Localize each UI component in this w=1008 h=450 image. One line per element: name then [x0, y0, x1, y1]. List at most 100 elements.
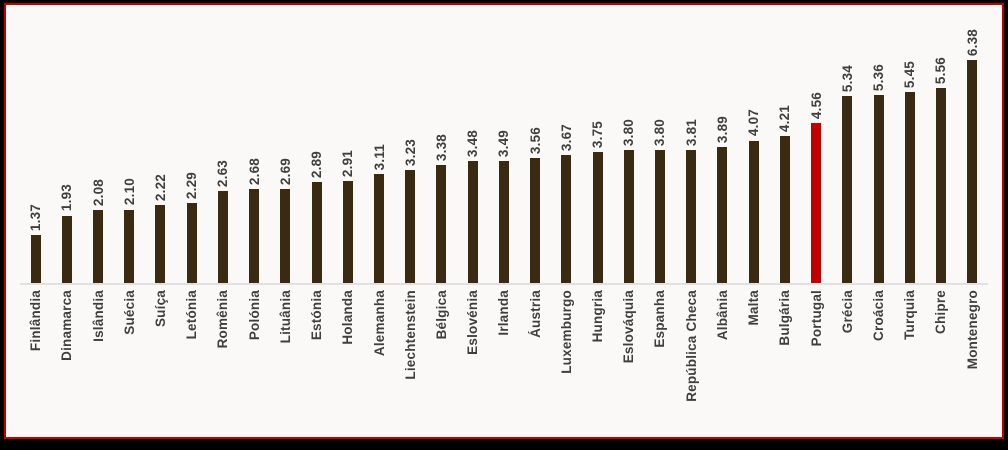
bar-column: 5.56: [925, 5, 956, 283]
category-label: Croácia: [871, 290, 887, 341]
bar: [249, 189, 260, 283]
category-label: Portugal: [808, 290, 824, 347]
plot-area: 1.37 1.93 2.08 2.10 2.22 2.29 2.63 2.68 2.69 2.89…: [20, 5, 988, 285]
bar-column: 3.56: [520, 5, 551, 283]
bar: [717, 146, 728, 283]
bar: [873, 95, 884, 283]
category-label: Letónia: [184, 290, 200, 340]
bar-value-label: 3.80: [621, 118, 637, 146]
bar: [498, 160, 509, 283]
bar-value-label: 3.67: [558, 123, 574, 151]
bar-column: 3.48: [457, 5, 488, 283]
bar-value-label: 2.68: [246, 158, 262, 186]
bar-column: 3.89: [707, 5, 738, 283]
bar-column: 2.69: [270, 5, 301, 283]
category-label: Eslováquia: [621, 290, 637, 364]
bar-value-label: 3.48: [465, 130, 481, 158]
bar-column: 3.38: [426, 5, 457, 283]
bar-column: 3.80: [644, 5, 675, 283]
bar: [467, 161, 478, 283]
bar-value-label: 3.56: [527, 127, 543, 155]
bar-value-label: 3.38: [433, 133, 449, 161]
bar-column: 5.45: [894, 5, 925, 283]
category-label-cell: Finlândia: [20, 285, 51, 437]
bar-column: 2.29: [176, 5, 207, 283]
bar: [61, 215, 72, 283]
category-label: Grécia: [839, 290, 855, 334]
category-label-cell: Eslovénia: [457, 285, 488, 437]
category-label: Chipre: [933, 290, 949, 334]
category-label: Lituânia: [277, 290, 293, 344]
category-label-cell: Islândia: [82, 285, 113, 437]
category-label-cell: Holanda: [332, 285, 363, 437]
category-label-cell: Espanha: [644, 285, 675, 437]
bar-value-label: 3.81: [683, 118, 699, 146]
bar-column: 2.08: [82, 5, 113, 283]
category-label-cell: Luxemburgo: [551, 285, 582, 437]
category-label-cell: Liechtenstein: [395, 285, 426, 437]
category-label-cell: Turquia: [894, 285, 925, 437]
category-label-cell: Grécia: [832, 285, 863, 437]
bar-value-label: 2.10: [121, 178, 137, 206]
bar-value-label: 5.34: [839, 65, 855, 93]
bar-value-label: 6.38: [964, 28, 980, 56]
bar-column: 4.21: [769, 5, 800, 283]
bar-column: 3.81: [676, 5, 707, 283]
chart-frame: 1.37 1.93 2.08 2.10 2.22 2.29 2.63 2.68 2.69 2.89…: [4, 3, 1004, 439]
bar: [436, 164, 447, 283]
bar-column: 3.23: [395, 5, 426, 283]
bar: [686, 149, 697, 283]
bar-value-label: 2.69: [277, 157, 293, 185]
category-label-cell: Eslováquia: [613, 285, 644, 437]
category-label: Bélgica: [433, 290, 449, 340]
category-axis: Finlândia Dinamarca Islândia Suécia Suíça Let…: [20, 285, 988, 437]
bar-column: 2.10: [114, 5, 145, 283]
category-label-cell: Croácia: [863, 285, 894, 437]
category-label: Hungria: [590, 290, 606, 343]
category-label: Turquia: [902, 290, 918, 340]
category-label: Islândia: [90, 290, 106, 342]
bar-column: 2.89: [301, 5, 332, 283]
bar-column: 2.63: [207, 5, 238, 283]
bar: [904, 92, 915, 283]
category-label: República Checa: [683, 290, 699, 402]
bar-value-label: 2.63: [215, 159, 231, 187]
bar: [280, 188, 291, 283]
bar-value-label: 2.89: [309, 150, 325, 178]
category-label-cell: Malta: [738, 285, 769, 437]
category-label-cell: Albânia: [707, 285, 738, 437]
category-label-cell: Suécia: [114, 285, 145, 437]
bar: [561, 154, 572, 283]
bar-value-label: 3.89: [714, 115, 730, 143]
category-label-cell: Lituânia: [270, 285, 301, 437]
bar-value-label: 4.56: [808, 92, 824, 120]
category-label: Finlândia: [28, 290, 44, 352]
category-label-cell: Irlanda: [488, 285, 519, 437]
bar-value-label: 5.45: [902, 61, 918, 89]
bar: [779, 135, 790, 283]
bar: [405, 170, 416, 283]
category-label-cell: Romênia: [207, 285, 238, 437]
bar: [217, 191, 228, 283]
bar: [186, 202, 197, 283]
bar: [374, 174, 385, 283]
category-label-cell: Suíça: [145, 285, 176, 437]
bar-value-label: 3.23: [402, 138, 418, 166]
bar-highlighted: [811, 123, 822, 283]
category-label: Suécia: [121, 290, 137, 335]
bar: [530, 158, 541, 283]
category-label: Bulgária: [777, 290, 793, 346]
bar-column: 3.80: [613, 5, 644, 283]
category-label: Irlanda: [496, 290, 512, 336]
category-label: Áustria: [527, 290, 543, 338]
category-label-cell: Letónia: [176, 285, 207, 437]
bar: [93, 210, 104, 283]
category-label-cell: Hungria: [582, 285, 613, 437]
bar-value-label: 1.93: [59, 184, 75, 212]
category-label: Dinamarca: [59, 290, 75, 361]
category-label: Holanda: [340, 290, 356, 345]
bar-column: 4.56: [800, 5, 831, 283]
bar-value-label: 4.07: [746, 109, 762, 137]
category-label: Estónia: [309, 290, 325, 341]
bar-column: 2.22: [145, 5, 176, 283]
